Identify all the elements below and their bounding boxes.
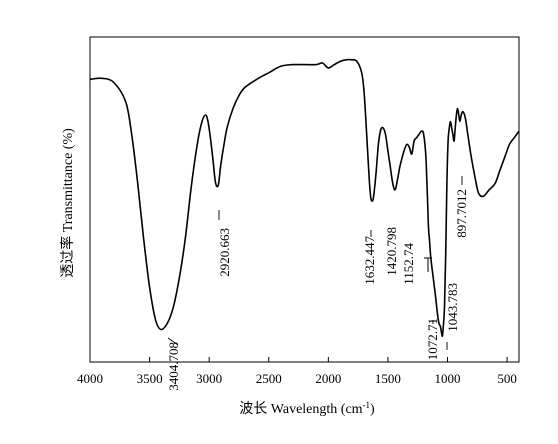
x-tick-label: 4000 <box>77 371 103 386</box>
peak-label: 1152.74 <box>401 243 416 285</box>
plot-frame <box>89 36 520 363</box>
x-tick-label: 500 <box>497 371 517 386</box>
x-tick-label: 3000 <box>196 371 222 386</box>
peak-label: 1420.798 <box>384 227 399 276</box>
x-axis-label-end: ) <box>370 402 375 417</box>
peak-annotations: 3404.708 2920.663 1632.447 1420.798 1152.74 1… <box>166 176 469 391</box>
spectrum-line <box>89 58 520 338</box>
peak-leader-line <box>167 337 179 346</box>
x-tick-label: 2500 <box>256 371 282 386</box>
x-axis-tick-labels: 4000 3500 3000 2500 2000 1500 1000 500 <box>77 371 517 386</box>
x-tick-label: 1000 <box>435 371 461 386</box>
y-axis-label: 透过率 Transmittance (%) <box>59 128 76 278</box>
x-axis-ticks <box>89 357 508 362</box>
peak-label: 897.7012 <box>454 189 469 238</box>
peak-label: 2920.663 <box>217 228 232 277</box>
x-axis-label-main: 波长 Wavelength (cm <box>239 401 362 417</box>
peak-label: 1632.447 <box>362 236 377 285</box>
peak-label: 1072.71 <box>425 318 440 360</box>
peak-label: 1043.783 <box>445 283 460 332</box>
x-tick-label: 2000 <box>315 371 341 386</box>
peak-label: 3404.708 <box>166 342 181 391</box>
x-axis-label: 波长 Wavelength (cm-1) <box>239 400 375 417</box>
x-tick-label: 3500 <box>137 371 163 386</box>
x-tick-label: 1500 <box>375 371 401 386</box>
x-axis-label-sup: -1 <box>363 400 371 410</box>
